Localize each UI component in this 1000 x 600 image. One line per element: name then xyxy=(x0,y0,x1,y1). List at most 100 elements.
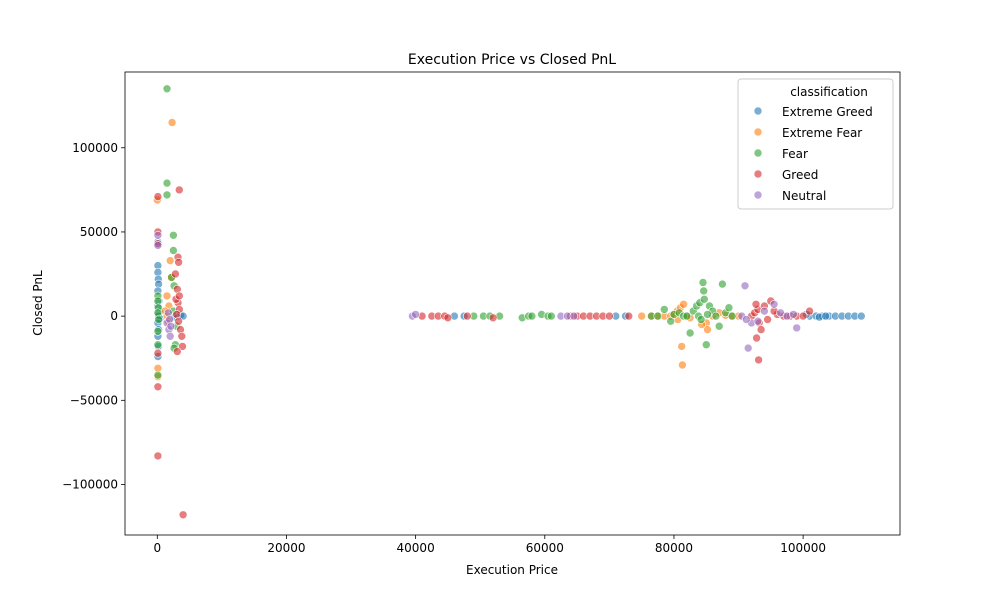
x-axis: 0 20000 40000 60000 80000 100000 xyxy=(153,535,826,555)
legend-marker-2 xyxy=(753,148,763,158)
point-extreme-fear-21 xyxy=(678,360,687,370)
legend-marker-1 xyxy=(753,127,763,137)
point-fear-48 xyxy=(718,279,727,289)
point-neutral-21 xyxy=(789,310,798,319)
point-fear-53 xyxy=(696,315,706,324)
legend: classification Extreme Greed Extreme Fear… xyxy=(737,78,894,210)
point-greed-51 xyxy=(805,306,814,316)
legend-label-3: Greed xyxy=(782,168,818,182)
legend-label-4: Neutral xyxy=(782,189,826,203)
y-axis: −100000 −50000 0 50000 100000 xyxy=(62,141,125,491)
x-axis-label: Execution Price xyxy=(466,563,558,577)
point-extreme-fear-9 xyxy=(165,256,175,265)
point-greed-0 xyxy=(175,185,184,195)
point-greed-5 xyxy=(174,257,183,267)
x-tick-label-0: 0 xyxy=(153,541,161,555)
x-tick-label-3: 60000 xyxy=(526,541,564,555)
y-axis-label: Closed PnL xyxy=(31,270,45,336)
point-neutral-7 xyxy=(166,321,176,331)
y-tick-label-4: 100000 xyxy=(72,141,118,155)
point-greed-13 xyxy=(177,331,187,341)
point-neutral-9 xyxy=(411,310,420,319)
points-layer xyxy=(153,84,866,520)
point-greed-15 xyxy=(173,347,182,356)
point-extreme-fear-26 xyxy=(703,325,712,334)
y-tick-label-0: −100000 xyxy=(62,477,118,491)
legend-title: classification xyxy=(790,85,868,99)
y-tick-label-1: −50000 xyxy=(70,393,118,407)
point-greed-35 xyxy=(605,311,614,321)
point-extreme-fear-19 xyxy=(679,299,688,309)
y-tick-label-2: 0 xyxy=(110,309,118,323)
point-greed-1 xyxy=(153,192,163,201)
point-greed-42 xyxy=(752,333,761,343)
point-fear-40 xyxy=(698,278,708,287)
point-greed-52 xyxy=(763,315,772,324)
point-greed-17 xyxy=(153,382,163,392)
point-greed-26 xyxy=(443,313,453,323)
point-fear-36 xyxy=(685,328,695,338)
point-extreme-greed-33 xyxy=(856,311,866,321)
point-fear-1 xyxy=(162,178,172,188)
point-fear-43 xyxy=(701,340,711,350)
point-neutral-23 xyxy=(741,315,751,324)
point-extreme-fear-11 xyxy=(637,311,647,321)
point-greed-21 xyxy=(175,291,184,301)
point-greed-43 xyxy=(754,355,763,365)
legend-marker-3 xyxy=(753,169,763,179)
point-neutral-13 xyxy=(740,281,750,291)
point-greed-36 xyxy=(624,311,634,321)
legend-label-0: Extreme Greed xyxy=(782,105,873,119)
point-fear-3 xyxy=(169,231,178,240)
x-tick-label-2: 40000 xyxy=(397,541,435,555)
point-fear-30 xyxy=(653,311,663,321)
x-tick-label-4: 80000 xyxy=(655,541,693,555)
point-neutral-4 xyxy=(165,331,175,341)
plot-frame xyxy=(124,71,901,536)
legend-marker-4 xyxy=(753,190,763,200)
point-fear-47 xyxy=(714,321,724,331)
point-fear-4 xyxy=(169,246,178,255)
point-fear-11 xyxy=(154,315,163,324)
point-greed-19 xyxy=(178,510,188,520)
point-neutral-12 xyxy=(569,311,579,321)
point-fear-0 xyxy=(162,84,172,94)
legend-box xyxy=(737,78,894,210)
point-fear-41 xyxy=(699,286,709,296)
legend-label-1: Extreme Fear xyxy=(782,126,862,140)
point-greed-11 xyxy=(174,316,183,326)
point-fear-28 xyxy=(546,311,556,321)
point-neutral-0 xyxy=(153,231,163,240)
point-fear-42 xyxy=(699,294,709,304)
point-fear-13 xyxy=(153,340,163,350)
point-greed-16 xyxy=(153,348,163,358)
point-extreme-fear-20 xyxy=(677,342,687,351)
point-fear-46 xyxy=(711,311,721,321)
y-tick-label-3: 50000 xyxy=(80,225,118,239)
point-neutral-17 xyxy=(760,306,769,316)
point-extreme-greed-36 xyxy=(821,311,831,321)
point-greed-41 xyxy=(756,325,766,334)
point-neutral-18 xyxy=(769,299,779,309)
point-fear-31 xyxy=(659,305,669,314)
point-fear-2 xyxy=(162,190,172,200)
legend-marker-0 xyxy=(753,106,763,116)
point-fear-50 xyxy=(724,303,734,313)
point-greed-54 xyxy=(751,299,761,309)
point-neutral-22 xyxy=(792,323,802,333)
x-tick-label-1: 20000 xyxy=(267,541,305,555)
point-greed-50 xyxy=(798,311,808,321)
point-extreme-fear-4 xyxy=(162,291,172,301)
point-fear-25 xyxy=(527,311,537,321)
point-neutral-24 xyxy=(753,316,763,326)
point-fear-32 xyxy=(666,316,676,326)
point-fear-14 xyxy=(153,370,163,380)
point-fear-55 xyxy=(682,311,692,321)
point-fear-12 xyxy=(153,326,163,336)
point-greed-18 xyxy=(153,451,163,461)
point-greed-28 xyxy=(488,313,498,323)
point-neutral-14 xyxy=(743,343,753,353)
point-greed-6 xyxy=(171,269,180,279)
point-extreme-fear-0 xyxy=(167,118,177,127)
